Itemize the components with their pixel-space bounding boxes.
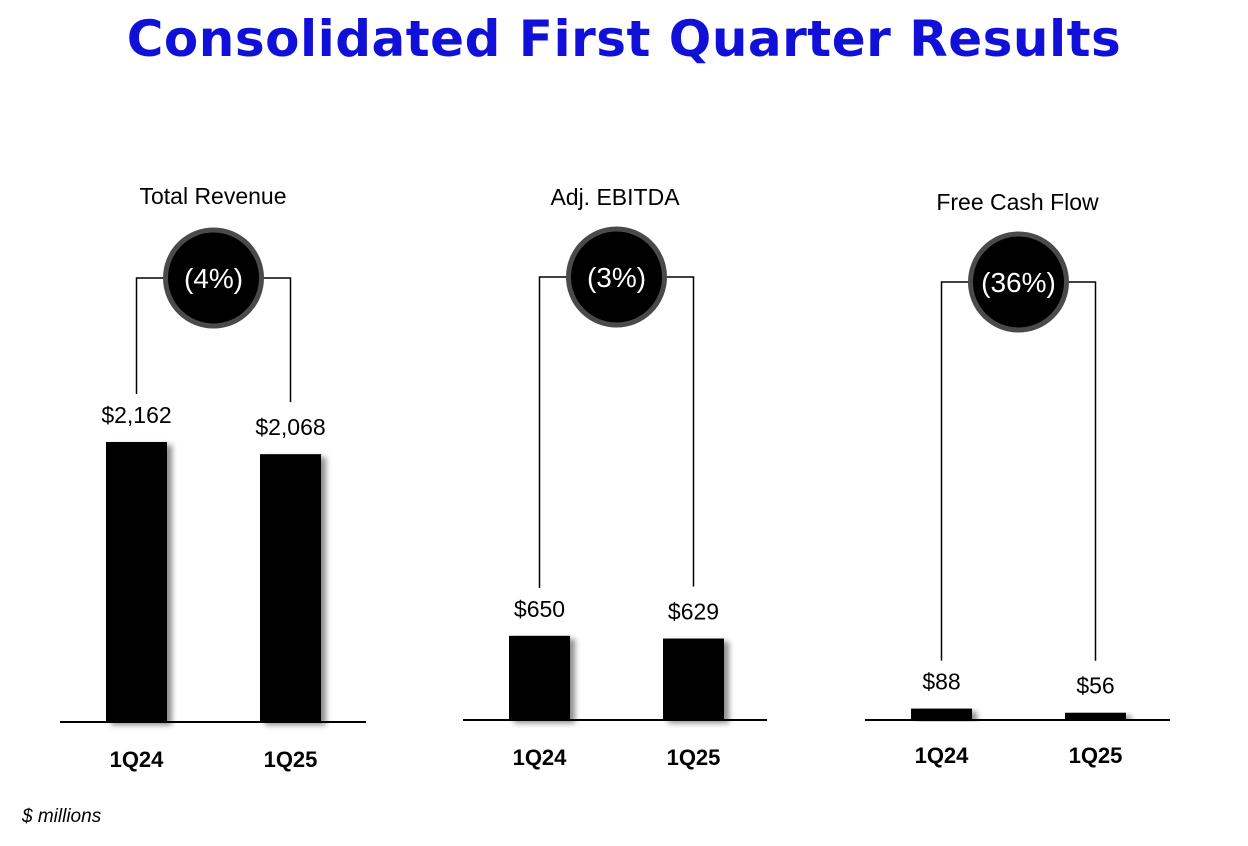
change-bracket — [940, 281, 1097, 661]
chart-title: Total Revenue — [139, 183, 286, 209]
value-label: $2,068 — [255, 414, 325, 440]
value-label: $629 — [668, 599, 719, 625]
value-label: $56 — [1076, 673, 1114, 699]
bar-1q25 — [1065, 712, 1126, 720]
change-circle — [163, 227, 264, 329]
value-label: $2,162 — [101, 402, 171, 428]
value-label: $88 — [922, 669, 960, 695]
bar-1q25 — [260, 454, 321, 722]
value-label: $650 — [514, 596, 565, 622]
bar-1q25 — [663, 638, 724, 720]
change-circle — [968, 231, 1069, 333]
bar-1q24 — [509, 635, 570, 720]
category-label: 1Q24 — [513, 745, 568, 770]
change-percent-label: (36%) — [981, 267, 1056, 298]
category-label: 1Q25 — [667, 745, 721, 770]
category-label: 1Q25 — [264, 747, 318, 772]
bar-1q24 — [106, 442, 167, 722]
chart-title: Adj. EBITDA — [550, 184, 680, 210]
change-percent-label: (3%) — [587, 262, 646, 293]
page-title: Consolidated First Quarter Results — [126, 10, 1122, 68]
chart-title: Free Cash Flow — [936, 189, 1099, 215]
category-label: 1Q24 — [110, 747, 165, 772]
change-percent-label: (4%) — [184, 263, 243, 294]
bar-1q24 — [911, 708, 972, 720]
change-circle — [566, 226, 667, 328]
category-label: 1Q24 — [915, 743, 970, 768]
category-label: 1Q25 — [1069, 743, 1123, 768]
footnote: $ millions — [22, 806, 102, 827]
